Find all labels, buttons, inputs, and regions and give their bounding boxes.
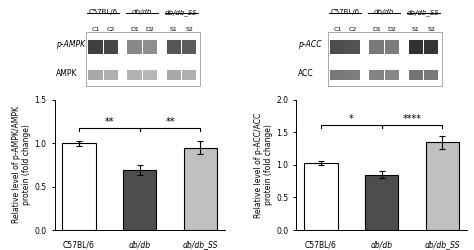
Text: **: ** [165, 117, 175, 127]
Bar [385, 40, 399, 54]
Bar [184, 148, 217, 230]
Text: C57BL/6: C57BL/6 [63, 240, 95, 250]
Bar [166, 70, 181, 80]
Bar [369, 40, 384, 54]
Bar [123, 170, 156, 230]
Text: p-ACC: p-ACC [298, 40, 322, 49]
Y-axis label: Relative level of p-AMPK/AMPK
protein (fold change): Relative level of p-AMPK/AMPK protein (f… [12, 106, 31, 224]
Text: AMPK: AMPK [56, 69, 78, 78]
Text: C57BL/6: C57BL/6 [330, 9, 360, 15]
Text: S2: S2 [185, 26, 193, 32]
Text: D1: D1 [372, 26, 381, 32]
Bar [182, 70, 196, 80]
Bar [88, 70, 103, 80]
Bar [304, 163, 337, 230]
Bar [103, 70, 118, 80]
Text: p-AMPK: p-AMPK [56, 40, 85, 49]
Text: S1: S1 [412, 26, 419, 32]
Bar [365, 175, 398, 230]
Text: db/db: db/db [374, 9, 394, 15]
Bar [385, 70, 399, 80]
Text: C57BL/6: C57BL/6 [89, 9, 118, 15]
Text: ACC: ACC [298, 69, 314, 78]
Text: C1: C1 [91, 26, 100, 32]
Text: C57BL/6: C57BL/6 [305, 240, 337, 250]
Text: D1: D1 [130, 26, 139, 32]
Text: ****: **** [402, 114, 421, 124]
Bar [182, 40, 196, 54]
Bar [62, 143, 96, 230]
Text: D2: D2 [387, 26, 396, 32]
Bar [128, 40, 142, 54]
Bar [330, 40, 345, 54]
Text: db/db_SS: db/db_SS [182, 240, 218, 250]
Text: D2: D2 [146, 26, 155, 32]
Bar [166, 40, 181, 54]
Bar [128, 70, 142, 80]
Bar [424, 40, 438, 54]
Text: S2: S2 [427, 26, 435, 32]
Bar [143, 40, 157, 54]
Text: db/db: db/db [371, 240, 393, 250]
Text: *: * [349, 114, 354, 124]
Text: db/db: db/db [128, 240, 151, 250]
Text: C1: C1 [333, 26, 341, 32]
Bar [369, 70, 384, 80]
Text: C2: C2 [107, 26, 115, 32]
Text: db/db: db/db [132, 9, 153, 15]
Text: S1: S1 [170, 26, 178, 32]
Bar [409, 70, 423, 80]
Bar [409, 40, 423, 54]
Bar [88, 40, 103, 54]
Text: **: ** [105, 117, 114, 127]
Y-axis label: Relative level of p-ACC/ACC
protein (fold change): Relative level of p-ACC/ACC protein (fol… [254, 112, 273, 218]
Bar [103, 40, 118, 54]
Bar [330, 70, 345, 80]
Text: C2: C2 [348, 26, 357, 32]
Bar [346, 70, 360, 80]
Bar [346, 40, 360, 54]
Bar [426, 142, 459, 230]
Bar [424, 70, 438, 80]
Text: db/db_SS: db/db_SS [407, 9, 440, 16]
Bar [143, 70, 157, 80]
Text: db/db_SS: db/db_SS [425, 240, 460, 250]
Text: db/db_SS: db/db_SS [165, 9, 198, 16]
